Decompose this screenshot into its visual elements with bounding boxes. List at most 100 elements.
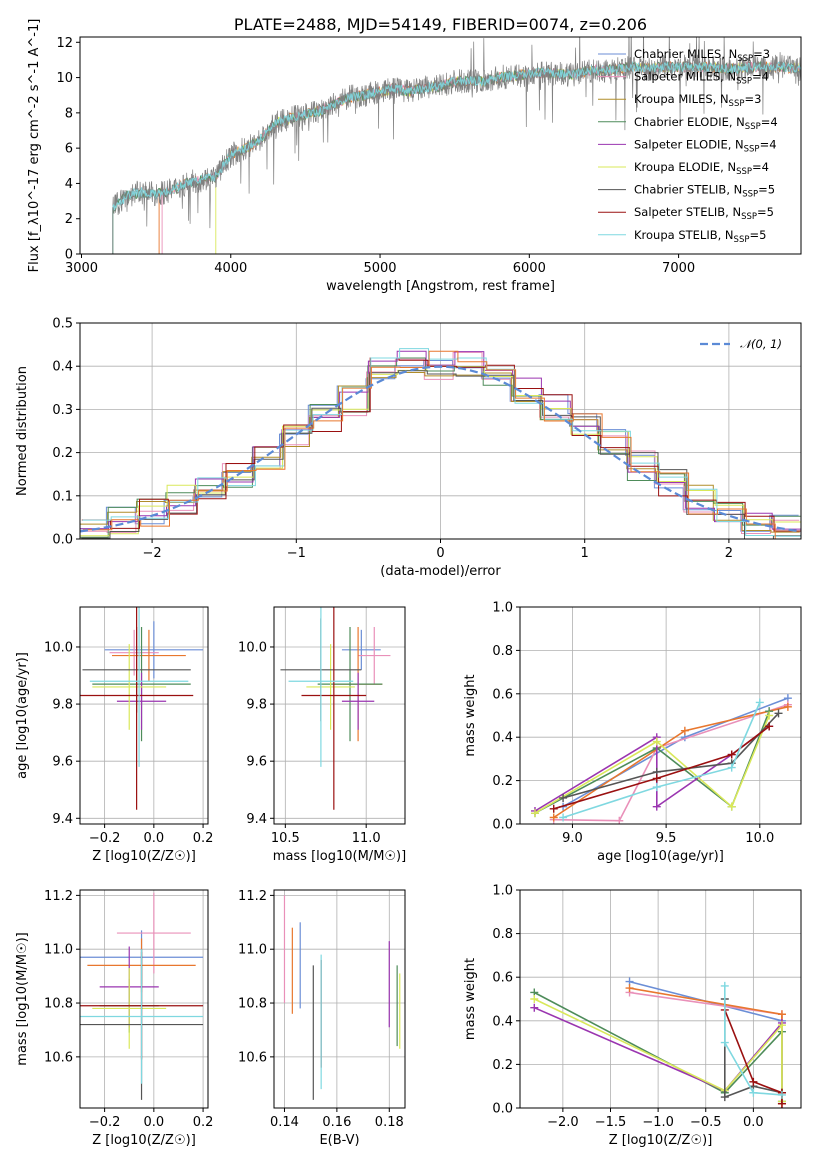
model-spectrum-overlay [112, 61, 801, 211]
plot-area [80, 607, 204, 810]
panel-mass_vs_ebv: 0.14 0.16 0.18 10.6 10.8 11.0 11.2 E(B-V) [238, 889, 406, 1148]
mass-weight-marker [777, 1099, 786, 1108]
y-tick-label: 11.2 [44, 889, 73, 904]
y-tick-label: 0.8 [492, 644, 513, 659]
legend-subscript: SSP [729, 99, 745, 109]
panel-residuals: −2 −1 0 1 2 0.0 0.1 0.2 0.3 0.4 0.5 (data-model)/er… [15, 317, 802, 579]
mass-weight-line [553, 725, 770, 810]
legend-tail: =4 [752, 160, 769, 174]
panel-age_vs_Z: −0.2 0.0 0.2 9.4 9.6 9.8 10.0 Z [log10(Z/Z☉)] ag… [15, 606, 213, 864]
legend-label: Salpeter ELODIE, N [634, 137, 744, 151]
mass-weight-marker [765, 711, 774, 720]
x-tick-label: 0.16 [322, 1115, 351, 1130]
y-tick-label: 0.4 [492, 1014, 513, 1029]
x-tick-label: 0.0 [743, 1115, 764, 1130]
mass-weight-marker [774, 709, 783, 718]
histogram-step [80, 351, 800, 534]
mass-weight-marker [652, 737, 661, 746]
x-tick-label: 9.5 [656, 831, 677, 846]
mass-weight-marker [727, 802, 736, 811]
panel-mass_weight_vs_Z: −2.0 −1.5 −1.0 −0.5 0.0 0.0 0.2 0.4 0.6 0.8 1.0 Z [… [463, 884, 802, 1148]
legend-entry: Chabrier ELODIE, NSSP=4 [634, 115, 778, 132]
legend-entry: 𝒩(0, 1) [740, 337, 782, 351]
mass-weight-marker [777, 1090, 786, 1099]
histogram-step [81, 357, 801, 532]
mass-weight-marker [530, 1003, 539, 1012]
x-tick-label: 4000 [214, 261, 247, 276]
legend-tail: =5 [758, 183, 775, 197]
y-tick-label: 0.8 [492, 927, 513, 942]
legend-subscript: SSP [737, 54, 753, 64]
x-tick-label: 0.0 [144, 1115, 165, 1130]
mass-weight-marker [549, 813, 558, 822]
mass-weight-line [534, 715, 770, 814]
x-axis-label: Z [log10(Z/Z☉)] [92, 849, 196, 864]
legend-subscript: SSP [736, 77, 752, 87]
legend-tail: =4 [760, 137, 777, 151]
y-tick-label: 0.0 [52, 533, 73, 548]
mass-weight-marker [652, 774, 661, 783]
x-tick-label: 9.0 [562, 831, 583, 846]
histogram-step [83, 350, 801, 539]
legend-subscript: SSP [741, 212, 757, 222]
legend-entry: Salpeter MILES, NSSP=4 [634, 70, 769, 87]
y-tick-label: 0.6 [492, 971, 513, 986]
mass-weight-marker [777, 1021, 786, 1030]
mass-weight-marker [765, 722, 774, 731]
x-axis-label: mass [log10(M/M☉)] [273, 849, 406, 864]
y-tick-label: 0.1 [52, 489, 73, 504]
y-tick-label: 6 [65, 142, 73, 157]
mass-weight-marker [625, 984, 634, 993]
y-tick-label: 0.3 [52, 403, 73, 418]
panel-age_vs_mass: 10.5 11.0 9.4 9.6 9.8 10.0 mass [log10(M/M☉)] [238, 606, 406, 864]
y-tick-label: 1.0 [492, 884, 513, 899]
mass-weight-marker [720, 1093, 729, 1102]
mass-weight-line [562, 702, 761, 819]
mass-weight-marker [652, 802, 661, 811]
y-tick-label: 10.6 [238, 1050, 267, 1065]
x-tick-label: −1 [287, 546, 306, 561]
mass-weight-line [562, 712, 780, 799]
histogram-step [81, 370, 801, 539]
axes-frame [79, 322, 802, 540]
x-tick-label: 2 [725, 546, 733, 561]
y-axis-label: mass [log10(M/M☉)] [15, 932, 30, 1065]
y-tick-label: 11.0 [238, 943, 267, 958]
histogram-step [80, 350, 801, 530]
plot-area [280, 607, 391, 810]
axes-frame [519, 889, 802, 1109]
legend-entry: Chabrier STELIB, NSSP=5 [634, 183, 775, 200]
legend-subscript: SSP [734, 235, 750, 245]
mass-weight-marker [559, 813, 568, 822]
mass-weight-marker [530, 995, 539, 1003]
histogram-step [80, 357, 801, 538]
x-tick-label: 1 [581, 546, 589, 561]
x-tick-label: 5000 [363, 261, 396, 276]
mass-weight-line [533, 998, 783, 1102]
y-tick-label: 10.8 [44, 997, 73, 1012]
mass-weight-marker [777, 1010, 786, 1019]
x-tick-label: 0.18 [375, 1115, 404, 1130]
legend-entry: Chabrier MILES, NSSP=3 [634, 47, 770, 64]
legend-label: Salpeter MILES, N [634, 70, 736, 84]
y-tick-label: 9.8 [246, 698, 267, 713]
plot-area [283, 895, 401, 1100]
gaussian-curve [80, 365, 801, 533]
axes-frame [79, 889, 209, 1109]
plot-area [80, 348, 801, 539]
legend-entry: Kroupa MILES, NSSP=3 [634, 92, 761, 109]
y-tick-label: 10 [56, 71, 73, 86]
mass-weight-marker [749, 1088, 758, 1097]
legend-label: Kroupa ELODIE, N [634, 160, 736, 174]
chart-title: PLATE=2488, MJD=54149, FIBERID=0074, z=0… [234, 15, 647, 34]
x-tick-label: −2 [143, 546, 162, 561]
plot-area [112, 37, 801, 254]
axes-frame [273, 889, 406, 1109]
plot-area [80, 892, 204, 1100]
y-tick-label: 9.6 [246, 755, 267, 770]
legend-label: Kroupa STELIB, N [634, 228, 734, 242]
x-tick-label: −1.0 [642, 1115, 674, 1130]
y-tick-label: 8 [65, 106, 73, 121]
